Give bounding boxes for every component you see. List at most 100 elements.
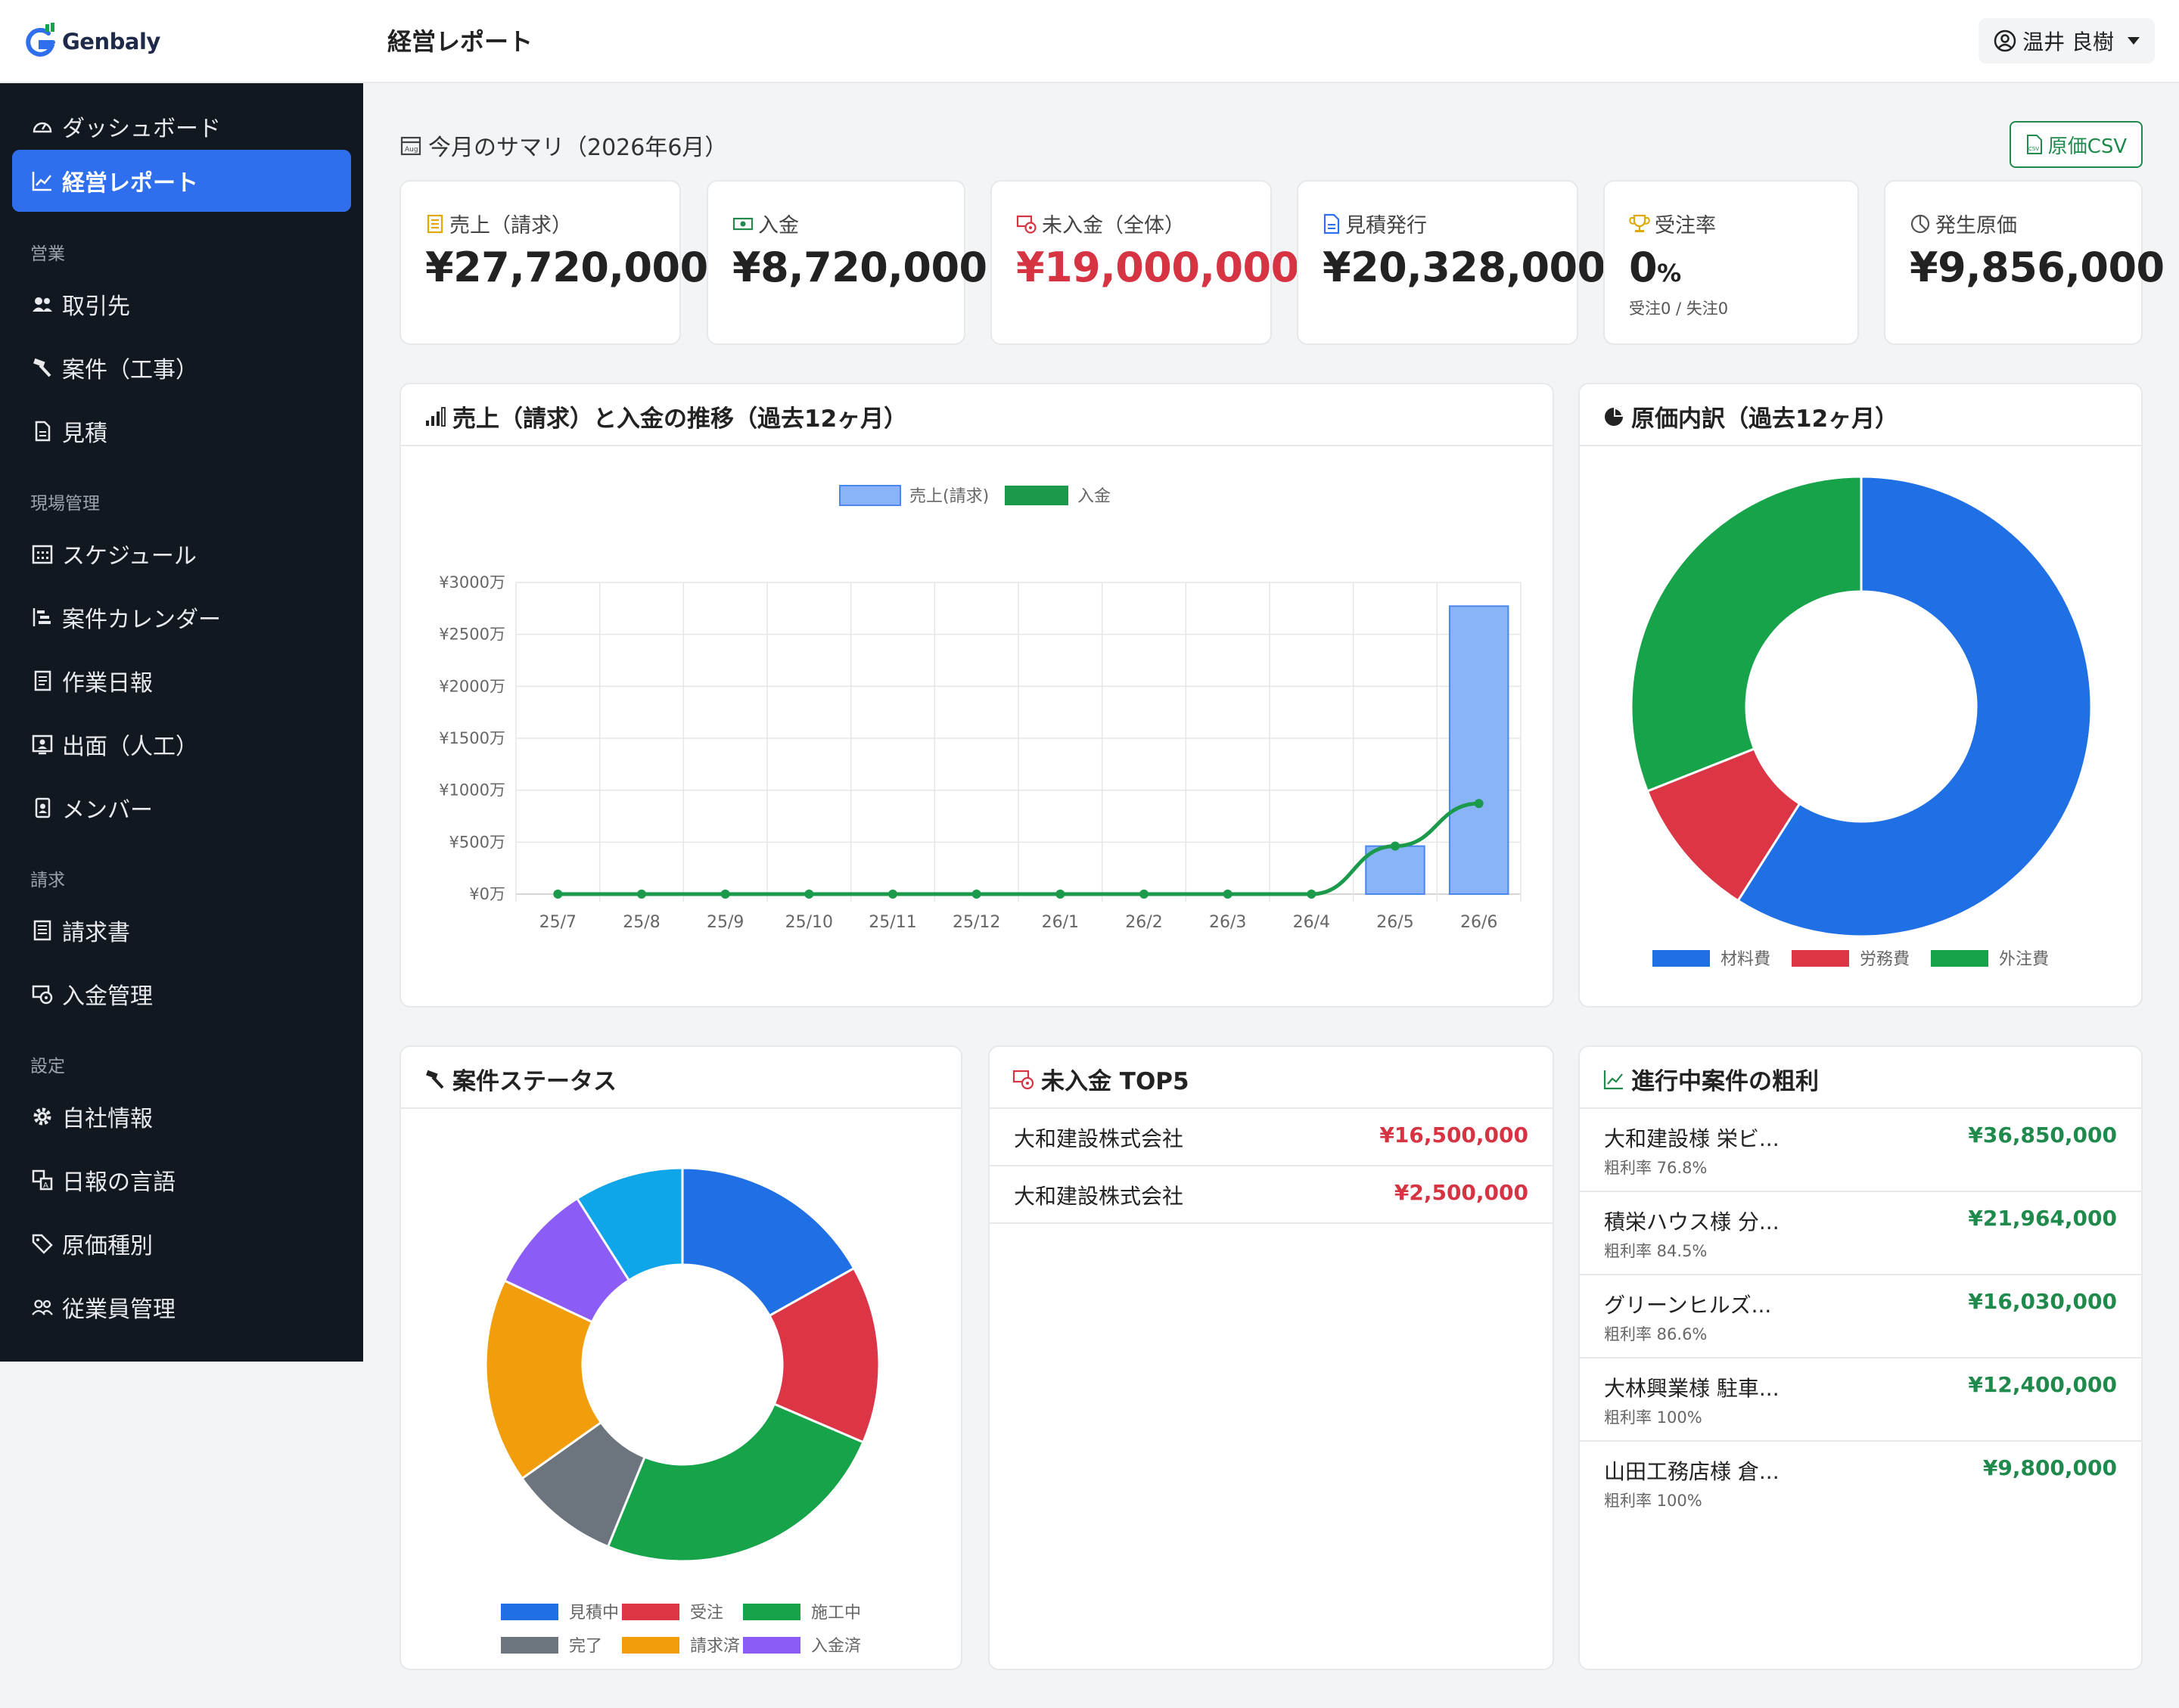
sidebar: ダッシュボード 経営レポート 営業 取引先 案件（工事） 見積 現場管理 スケジ… — [0, 83, 363, 1362]
sidebar-item-label: 従業員管理 — [62, 1297, 176, 1323]
person-badge-icon — [30, 732, 54, 756]
sidebar-item-project-calendar[interactable]: 案件カレンダー — [12, 586, 351, 648]
received-point-26/1 — [1055, 890, 1065, 899]
list-item[interactable]: 大林興業様 駐車... ¥12,400,000 粗利率 100% — [1580, 1359, 2141, 1442]
legend-label-見積中: 見積中 — [569, 1604, 619, 1623]
sidebar-item-label: 案件（工事） — [62, 357, 198, 384]
summary-card-received: 入金 ¥8,720,000 — [707, 180, 987, 345]
sidebar-item-label: 日報の言語 — [62, 1169, 176, 1196]
card-title: 進行中案件の粗利 — [1631, 1068, 1819, 1095]
list-item[interactable]: 大和建設株式会社 ¥16,500,000 — [990, 1109, 1553, 1166]
list-item[interactable]: 積栄ハウス様 分... ¥21,964,000 粗利率 84.5% — [1580, 1192, 2141, 1275]
sidebar-item-projects[interactable]: 案件（工事） — [12, 337, 351, 399]
profit-amount: ¥9,800,000 — [1982, 1455, 2117, 1480]
summary-card-sales: 売上（請求） ¥27,720,000 — [399, 180, 708, 345]
summary-card-unpaid: 未入金（全体） ¥19,000,000 — [990, 180, 1299, 345]
legend-swatch-受注 — [622, 1604, 679, 1620]
sidebar-item-members[interactable]: メンバー — [12, 777, 351, 839]
legend-swatch-請求済 — [622, 1637, 679, 1654]
cash-coin-icon — [30, 982, 54, 1006]
summary-sub: 受注0 / 失注0 — [1629, 300, 1729, 318]
top-bar: Genbaly 経営レポート 温井 良樹 — [0, 0, 2179, 83]
file-csv-icon: CSV — [2026, 135, 2042, 154]
list-item[interactable]: 大和建設株式会社 ¥2,500,000 — [990, 1166, 1553, 1224]
sidebar-item-invoices[interactable]: 請求書 — [12, 899, 351, 961]
profit-rate: 粗利率 100% — [1604, 1492, 1702, 1510]
sidebar-item-estimates[interactable]: 見積 — [12, 400, 351, 462]
card-title: 未入金 TOP5 — [1041, 1068, 1189, 1095]
legend-swatch-見積中 — [501, 1604, 558, 1620]
sales-trend-card: 売上（請求）と入金の推移（過去12ヶ月） ¥0万 ¥500万 ¥1000万 ¥1500… — [399, 383, 1554, 1008]
slice-材料費 — [1736, 475, 2093, 938]
sidebar-item-payments[interactable]: 入金管理 — [12, 963, 351, 1025]
x-tick-label: 26/6 — [1460, 913, 1497, 932]
cost-csv-button[interactable]: CSV 原価CSV — [2010, 121, 2143, 168]
legend-label-外注費: 外注費 — [1999, 950, 2049, 969]
unpaid-amount: ¥16,500,000 — [1379, 1123, 1528, 1147]
sidebar-item-dashboard[interactable]: ダッシュボード — [12, 95, 351, 157]
cost-breakdown-card: 原価内訳（過去12ヶ月） 材料費 労務費 外注費 — [1578, 383, 2143, 1008]
summary-value: 0% — [1629, 244, 1681, 291]
sidebar-item-label: 見積 — [62, 421, 107, 447]
received-point-25/9 — [720, 890, 730, 899]
calendar-icon: Aug — [400, 136, 421, 156]
sidebar-item-label: 入金管理 — [62, 983, 153, 1010]
client-name: 大和建設株式会社 — [1014, 1184, 1184, 1209]
document-icon — [30, 419, 54, 443]
pie-outline-icon — [1910, 214, 1930, 233]
sidebar-item-attendance[interactable]: 出面（人工） — [12, 713, 351, 775]
csv-button-label: 原価CSV — [2047, 135, 2128, 158]
legend-label-received: 入金 — [1077, 487, 1111, 506]
hammer-icon — [426, 1070, 444, 1088]
calendar-grid-icon — [30, 542, 54, 566]
nav-section-site: 現場管理 — [30, 494, 100, 514]
sidebar-item-clients[interactable]: 取引先 — [12, 273, 351, 335]
project-name: グリーンヒルズ... — [1604, 1293, 1772, 1318]
profit-amount: ¥36,850,000 — [1968, 1123, 2117, 1147]
sidebar-item-company[interactable]: 自社情報 — [12, 1085, 351, 1147]
x-tick-label: 26/3 — [1209, 913, 1246, 932]
x-tick-label: 25/8 — [623, 913, 660, 932]
legend-swatch-材料費 — [1652, 950, 1710, 967]
slice-外注費 — [1630, 475, 1863, 793]
sidebar-item-cost-types[interactable]: 原価種別 — [12, 1213, 351, 1275]
user-name: 温井 良樹 — [2022, 30, 2114, 54]
slice-受注 — [768, 1266, 881, 1444]
nav-section-billing: 請求 — [30, 871, 65, 890]
line-chart-icon — [30, 169, 54, 193]
brand-logo[interactable]: Genbaly — [0, 0, 363, 83]
legend-swatch-入金済 — [743, 1637, 800, 1654]
cash-coin-icon — [1016, 215, 1037, 234]
people-outline-icon — [30, 1295, 54, 1319]
legend-label-労務費: 労務費 — [1860, 950, 1910, 969]
gantt-icon — [30, 605, 54, 629]
sidebar-item-language[interactable]: A 日報の言語 — [12, 1149, 351, 1211]
bar-26/5 — [1365, 845, 1425, 895]
bar-26/6 — [1448, 605, 1509, 895]
sidebar-item-employees[interactable]: 従業員管理 — [12, 1276, 351, 1338]
sidebar-item-daily-report[interactable]: 作業日報 — [12, 650, 351, 712]
summary-card-cost: 発生原価 ¥9,856,000 — [1884, 180, 2165, 345]
summary-card-estimates: 見積発行 ¥20,328,000 — [1297, 180, 1605, 345]
slice-失注 — [575, 1166, 684, 1282]
legend-label-sales: 売上(請求) — [909, 487, 989, 506]
id-badge-icon — [30, 796, 54, 820]
project-name: 大林興業様 駐車... — [1604, 1376, 1780, 1401]
list-item[interactable]: 山田工務店様 倉... ¥9,800,000 粗利率 100% — [1580, 1442, 2141, 1525]
sales-trend-chart: ¥0万 ¥500万 ¥1000万 ¥1500万 ¥2000万 ¥2500万 ¥3000万 25… — [439, 485, 1522, 932]
list-item[interactable]: グリーンヒルズ... ¥16,030,000 粗利率 86.6% — [1580, 1275, 2141, 1359]
receipt-icon — [427, 214, 443, 233]
y-tick-label: ¥2000万 — [439, 677, 505, 695]
list-item[interactable]: 大和建設様 栄ビ... ¥36,850,000 粗利率 76.8% — [1580, 1109, 2141, 1192]
user-menu-button[interactable]: 温井 良樹 — [1979, 18, 2155, 64]
summary-label: 入金 — [758, 214, 799, 238]
document-icon — [1323, 213, 1340, 234]
received-point-25/11 — [888, 890, 897, 899]
sidebar-item-report[interactable]: 経営レポート — [12, 150, 351, 212]
client-name: 大和建設株式会社 — [1014, 1126, 1184, 1151]
sidebar-item-label: 案件カレンダー — [62, 607, 221, 633]
profit-rate: 粗利率 100% — [1604, 1408, 1702, 1427]
gross-profit-card: 進行中案件の粗利 大和建設様 栄ビ... ¥36,850,000 粗利率 76.… — [1578, 1045, 2143, 1670]
translate-icon: A — [30, 1168, 54, 1192]
sidebar-item-schedule[interactable]: スケジュール — [12, 523, 351, 585]
